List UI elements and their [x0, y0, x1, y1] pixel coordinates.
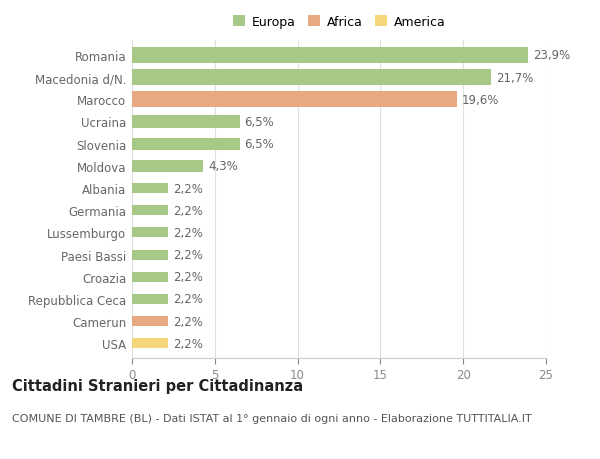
- Text: 19,6%: 19,6%: [461, 94, 499, 106]
- Bar: [132, 160, 203, 173]
- Legend: Europa, Africa, America: Europa, Africa, America: [233, 16, 445, 29]
- Bar: [132, 48, 528, 64]
- Text: COMUNE DI TAMBRE (BL) - Dati ISTAT al 1° gennaio di ogni anno - Elaborazione TUT: COMUNE DI TAMBRE (BL) - Dati ISTAT al 1°…: [12, 413, 532, 423]
- Bar: [132, 116, 239, 128]
- Bar: [132, 272, 169, 282]
- Text: 6,5%: 6,5%: [245, 138, 274, 151]
- Text: 2,2%: 2,2%: [173, 337, 203, 350]
- Text: 2,2%: 2,2%: [173, 293, 203, 306]
- Text: 2,2%: 2,2%: [173, 226, 203, 240]
- Text: 21,7%: 21,7%: [496, 71, 533, 84]
- Text: 6,5%: 6,5%: [245, 116, 274, 129]
- Text: 4,3%: 4,3%: [208, 160, 238, 173]
- Text: 2,2%: 2,2%: [173, 315, 203, 328]
- Text: 2,2%: 2,2%: [173, 204, 203, 217]
- Text: 2,2%: 2,2%: [173, 182, 203, 195]
- Bar: [132, 317, 169, 326]
- Text: Cittadini Stranieri per Cittadinanza: Cittadini Stranieri per Cittadinanza: [12, 379, 303, 394]
- Bar: [132, 92, 457, 108]
- Text: 2,2%: 2,2%: [173, 271, 203, 284]
- Bar: [132, 138, 239, 151]
- Text: 2,2%: 2,2%: [173, 248, 203, 262]
- Bar: [132, 339, 169, 348]
- Text: 23,9%: 23,9%: [533, 49, 570, 62]
- Bar: [132, 250, 169, 260]
- Bar: [132, 294, 169, 304]
- Bar: [132, 184, 169, 194]
- Bar: [132, 228, 169, 238]
- Bar: [132, 206, 169, 216]
- Bar: [132, 70, 491, 86]
